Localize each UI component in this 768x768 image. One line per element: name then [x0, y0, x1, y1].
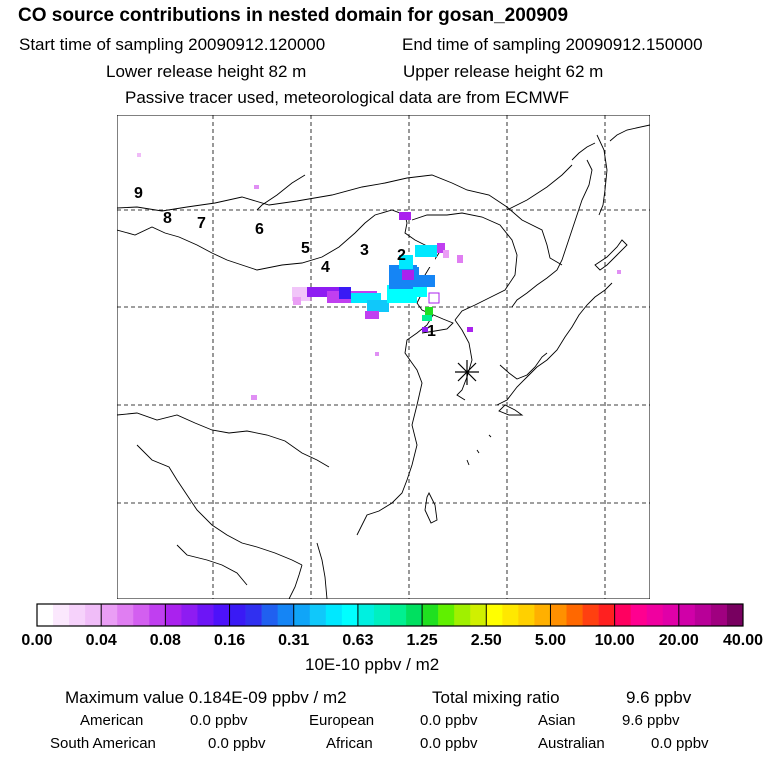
colorbar-cell	[357, 604, 375, 626]
colorbar-cell	[245, 604, 262, 626]
colorbar-tick-label: 0.31	[278, 632, 309, 649]
trajectory-label-9: 9	[134, 185, 143, 202]
colorbar-cell	[197, 604, 214, 626]
total-mixing-ratio-label: Total mixing ratio	[432, 688, 560, 707]
colorbar-cell	[229, 604, 246, 626]
colorbar-cell	[662, 604, 680, 626]
colorbar-major-ticks	[100, 604, 680, 626]
trajectory-label-1: 1	[427, 323, 436, 340]
plot-title: CO source contributions in nested domain…	[18, 5, 569, 26]
colorbar-cell	[133, 604, 150, 626]
colorbar-cell	[598, 604, 615, 626]
colorbar-cell	[341, 604, 359, 626]
trajectory-label-8: 8	[163, 210, 172, 227]
colorbar-tick-label: 2.50	[471, 632, 502, 649]
trajectory-label-5: 5	[301, 240, 310, 257]
colorbar-cell	[117, 604, 134, 626]
colorbar-cell	[630, 604, 648, 626]
start-time-label: Start time of sampling 20090912.120000	[19, 35, 326, 54]
map-frame	[117, 115, 650, 599]
colorbar-tick-label: 10.00	[595, 632, 635, 649]
colorbar-frame	[36, 603, 744, 627]
colorbar-cell	[390, 604, 407, 626]
australian-value: 0.0 ppbv	[651, 735, 709, 752]
colorbar-cell	[486, 604, 503, 626]
colorbar-tick-label: 0.04	[86, 632, 117, 649]
colorbar-tick-label: 0.63	[342, 632, 373, 649]
american-value: 0.0 ppbv	[190, 712, 248, 729]
colorbar-cell	[85, 604, 102, 626]
colorbar-tick-label: 5.00	[535, 632, 566, 649]
colorbar-cell	[550, 604, 567, 626]
colorbar-unit: 10E-10 ppbv / m2	[305, 655, 440, 674]
trajectory-label-6: 6	[255, 221, 264, 238]
source-contribution-map: 1 2 3 4 5 6 7 8 9	[117, 115, 650, 599]
colorbar-cell	[422, 604, 439, 626]
african-value: 0.0 ppbv	[420, 735, 478, 752]
contribution-field	[137, 153, 621, 400]
colorbar-cell	[470, 604, 487, 626]
asian-label: Asian	[538, 712, 576, 729]
maximum-value-label: Maximum value 0.184E-09 ppbv / m2	[65, 688, 347, 707]
colorbar-cell	[53, 604, 70, 626]
colorbar-cell	[726, 604, 744, 626]
colorbar-cell	[582, 604, 599, 626]
trajectory-label-7: 7	[197, 215, 206, 232]
colorbar-cell	[678, 604, 696, 626]
american-label: American	[80, 712, 144, 729]
trajectory-label-3: 3	[360, 242, 369, 259]
colorbar-tick-label: 0.16	[214, 632, 245, 649]
colorbar-cells	[37, 604, 744, 626]
colorbar-cell	[37, 604, 54, 626]
colorbar-tick-label: 0.08	[150, 632, 181, 649]
colorbar-cell	[149, 604, 166, 626]
african-label: African	[326, 735, 373, 752]
colorbar-cell	[710, 604, 728, 626]
colorbar-tick-label: 40.00	[723, 632, 763, 649]
upper-release-height-label: Upper release height 62 m	[403, 62, 604, 81]
south-american-label: South American	[50, 735, 156, 752]
total-mixing-ratio-value: 9.6 ppbv	[626, 688, 692, 707]
colorbar-cell	[566, 604, 583, 626]
trajectory-label-2: 2	[397, 247, 406, 264]
colorbar-cell	[694, 604, 712, 626]
tracer-note: Passive tracer used, meteorological data…	[125, 88, 570, 107]
lower-release-height-label: Lower release height 82 m	[106, 62, 307, 81]
colorbar-cell	[406, 604, 423, 626]
colorbar-tick-label: 1.25	[407, 632, 438, 649]
trajectory-label-4: 4	[321, 259, 330, 276]
receptor-star-icon	[455, 360, 479, 385]
colorbar-cell	[454, 604, 471, 626]
colorbar-cell	[518, 604, 535, 626]
colorbar-cell	[101, 604, 118, 626]
colorbar-cell	[646, 604, 664, 626]
australian-label: Australian	[538, 735, 605, 752]
colorbar-tick-label: 20.00	[659, 632, 699, 649]
colorbar-cell	[261, 604, 278, 626]
colorbar-tick-label: 0.00	[21, 632, 52, 649]
colorbar-cell	[293, 604, 311, 626]
colorbar-cell	[502, 604, 519, 626]
coastlines-and-borders	[117, 124, 650, 599]
colorbar-cell	[614, 604, 631, 626]
asian-value: 9.6 ppbv	[622, 712, 680, 729]
colorbar-cell	[181, 604, 198, 626]
colorbar-cell	[69, 604, 86, 626]
end-time-label: End time of sampling 20090912.150000	[402, 35, 703, 54]
colorbar-cell	[438, 604, 455, 626]
european-value: 0.0 ppbv	[420, 712, 478, 729]
european-label: European	[309, 712, 375, 729]
colorbar-cell	[213, 604, 230, 626]
south-american-value: 0.0 ppbv	[208, 735, 266, 752]
colorbar: 0.00 0.04 0.08 0.16 0.31 0.63 1.25 2.50 5.00 10.0…	[21, 603, 763, 649]
colorbar-cell	[534, 604, 551, 626]
colorbar-cell	[309, 604, 327, 626]
colorbar-cell	[277, 604, 295, 626]
colorbar-cell	[165, 604, 182, 626]
colorbar-tick-labels: 0.00 0.04 0.08 0.16 0.31 0.63 1.25 2.50 5.00 10.0…	[21, 632, 763, 649]
trajectory-labels: 1 2 3 4 5 6 7 8 9	[134, 185, 436, 340]
colorbar-cell	[325, 604, 343, 626]
colorbar-cell	[373, 604, 391, 626]
